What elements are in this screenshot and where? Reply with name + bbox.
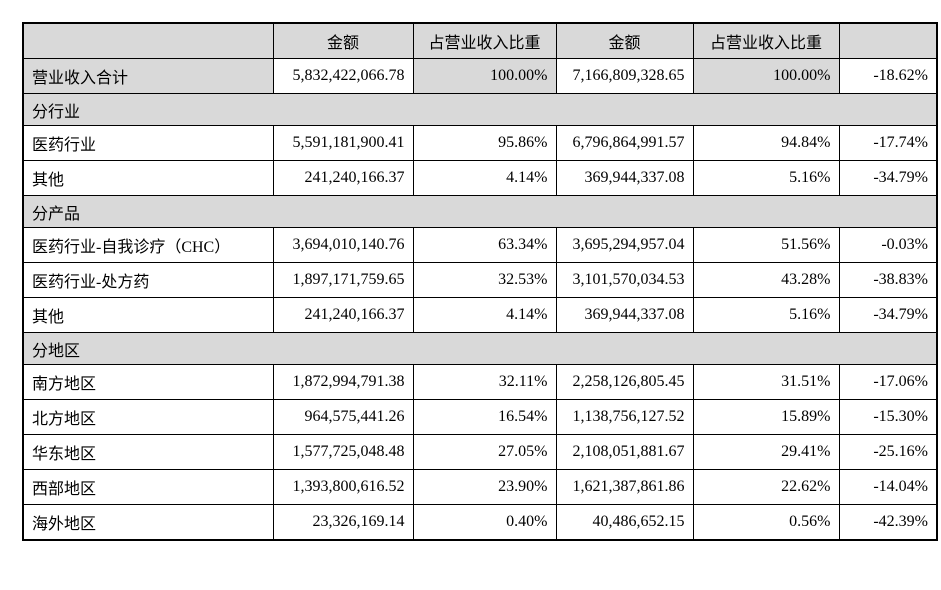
value-cell: 2,258,126,805.45 [555,364,694,400]
value-cell: -42.39% [838,504,938,541]
value-cell: 32.53% [412,262,557,298]
value-cell: 241,240,166.37 [272,160,414,196]
value-cell: -14.04% [838,469,938,505]
table-row: 北方地区 964,575,441.26 16.54% 1,138,756,127.52… [22,399,938,435]
value-cell: 1,621,387,861.86 [555,469,694,505]
value-cell: 95.86% [412,125,557,161]
table-body: 营业收入合计 5,832,422,066.78 100.00% 7,166,809,3… [22,58,938,541]
value-cell: 5.16% [692,160,840,196]
value-cell: 7,166,809,328.65 [555,58,694,94]
column-header: 金额 [555,22,694,59]
value-cell: 32.11% [412,364,557,400]
value-cell: -18.62% [838,58,938,94]
value-cell: 29.41% [692,434,840,470]
value-cell: 1,138,756,127.52 [555,399,694,435]
column-header-empty [22,22,274,59]
row-label-cell: 医药行业-处方药 [22,262,274,298]
table-row: 营业收入合计 5,832,422,066.78 100.00% 7,166,809,3… [22,58,938,94]
section-label-cell: 分行业 [22,93,938,126]
value-cell: 3,101,570,034.53 [555,262,694,298]
table-row: 海外地区 23,326,169.14 0.40% 40,486,652.15 0.56%… [22,504,938,541]
value-cell: 4.14% [412,297,557,333]
value-cell: 15.89% [692,399,840,435]
column-header: 占营业收入比重 [692,22,840,59]
value-cell: -15.30% [838,399,938,435]
value-cell: -0.03% [838,227,938,263]
value-cell: 63.34% [412,227,557,263]
table-header: 金额 占营业收入比重 金额 占营业收入比重 [22,22,938,59]
table-row: 医药行业-处方药 1,897,171,759.65 32.53% 3,101,570,… [22,262,938,298]
table-row: 其他 241,240,166.37 4.14% 369,944,337.08 5.16%… [22,160,938,196]
section-header-row: 分地区 [22,332,938,365]
value-cell: 5.16% [692,297,840,333]
value-cell: 241,240,166.37 [272,297,414,333]
section-header-row: 分行业 [22,93,938,126]
row-label-cell: 南方地区 [22,364,274,400]
value-cell: 100.00% [412,58,557,94]
section-label-cell: 分地区 [22,332,938,365]
row-label-cell: 医药行业 [22,125,274,161]
value-cell: 0.40% [412,504,557,541]
value-cell: 23.90% [412,469,557,505]
table-row: 医药行业 5,591,181,900.41 95.86% 6,796,864,991.… [22,125,938,161]
value-cell: -34.79% [838,297,938,333]
value-cell: 51.56% [692,227,840,263]
row-label-cell: 营业收入合计 [22,58,274,94]
column-header: 金额 [272,22,414,59]
column-header: 占营业收入比重 [412,22,557,59]
value-cell: 1,897,171,759.65 [272,262,414,298]
value-cell: 369,944,337.08 [555,160,694,196]
value-cell: 23,326,169.14 [272,504,414,541]
value-cell: 3,695,294,957.04 [555,227,694,263]
value-cell: 16.54% [412,399,557,435]
table-row: 华东地区 1,577,725,048.48 27.05% 2,108,051,881.… [22,434,938,470]
value-cell: 100.00% [692,58,840,94]
row-label-cell: 其他 [22,160,274,196]
value-cell: 5,832,422,066.78 [272,58,414,94]
row-label-cell: 海外地区 [22,504,274,541]
value-cell: 6,796,864,991.57 [555,125,694,161]
header-row: 金额 占营业收入比重 金额 占营业收入比重 [22,22,938,59]
value-cell: -25.16% [838,434,938,470]
value-cell: 1,577,725,048.48 [272,434,414,470]
row-label-cell: 北方地区 [22,399,274,435]
value-cell: 1,393,800,616.52 [272,469,414,505]
revenue-breakdown-table: 金额 占营业收入比重 金额 占营业收入比重 营业收入合计 5,832,422,066.7… [22,22,938,541]
row-label-cell: 西部地区 [22,469,274,505]
value-cell: 1,872,994,791.38 [272,364,414,400]
column-header-empty [838,22,938,59]
value-cell: 2,108,051,881.67 [555,434,694,470]
value-cell: -17.74% [838,125,938,161]
value-cell: 94.84% [692,125,840,161]
section-header-row: 分产品 [22,195,938,228]
table-row: 南方地区 1,872,994,791.38 32.11% 2,258,126,805.… [22,364,938,400]
value-cell: 31.51% [692,364,840,400]
value-cell: 964,575,441.26 [272,399,414,435]
row-label-cell: 医药行业-自我诊疗（CHC） [22,227,274,263]
value-cell: 3,694,010,140.76 [272,227,414,263]
value-cell: 40,486,652.15 [555,504,694,541]
value-cell: 0.56% [692,504,840,541]
row-label-cell: 其他 [22,297,274,333]
table-row: 医药行业-自我诊疗（CHC） 3,694,010,140.76 63.34% 3,69… [22,227,938,263]
value-cell: 43.28% [692,262,840,298]
value-cell: 369,944,337.08 [555,297,694,333]
row-label-cell: 华东地区 [22,434,274,470]
value-cell: 4.14% [412,160,557,196]
value-cell: 22.62% [692,469,840,505]
value-cell: -17.06% [838,364,938,400]
table-row: 其他 241,240,166.37 4.14% 369,944,337.08 5.16%… [22,297,938,333]
section-label-cell: 分产品 [22,195,938,228]
value-cell: -38.83% [838,262,938,298]
table-row: 西部地区 1,393,800,616.52 23.90% 1,621,387,861.… [22,469,938,505]
value-cell: 5,591,181,900.41 [272,125,414,161]
value-cell: 27.05% [412,434,557,470]
value-cell: -34.79% [838,160,938,196]
